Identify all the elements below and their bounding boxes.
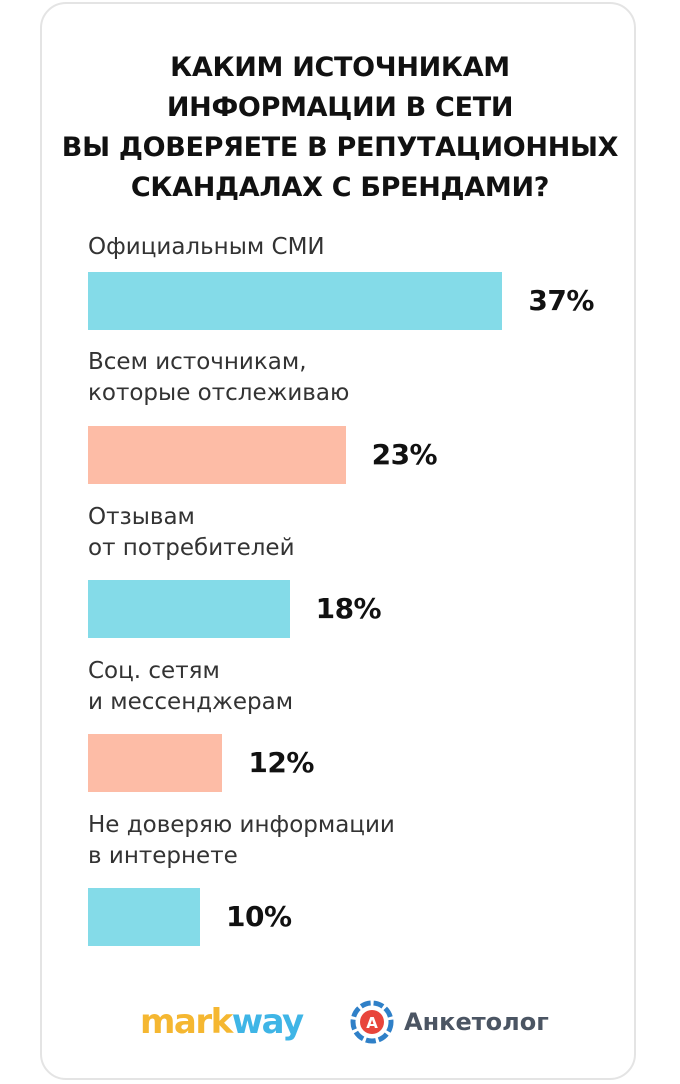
anketolog-icon: А <box>350 1000 394 1044</box>
bar <box>88 426 346 484</box>
bar <box>88 580 290 638</box>
value-label: 10% <box>226 900 292 933</box>
category-label: Не доверяю информации в интернете <box>88 812 395 869</box>
markway-logo: markway <box>140 1002 304 1042</box>
value-label: 23% <box>371 438 438 471</box>
value-label: 37% <box>528 284 594 317</box>
value-label: 12% <box>248 746 314 779</box>
category-label: Всем источникам, которые отслеживаю <box>88 349 350 406</box>
category-label: Отзывам от потребителей <box>88 504 295 561</box>
category-label: Соц. сетям и мессенджерам <box>88 658 294 715</box>
bar <box>88 888 200 946</box>
markway-logo-part2: way <box>231 1002 304 1042</box>
chart-title: КАКИМ ИСТОЧНИКАМ ИНФОРМАЦИИ В СЕТИ ВЫ ДО… <box>61 52 619 203</box>
anketolog-icon-letter: А <box>366 1014 378 1032</box>
value-label: 18% <box>315 592 382 625</box>
anketolog-text: Анкетолог <box>404 1008 549 1036</box>
bar <box>88 734 223 792</box>
markway-logo-part1: mark <box>140 1002 233 1042</box>
category-label: Официальным СМИ <box>88 234 325 260</box>
anketolog-logo: А Анкетолог <box>348 998 549 1046</box>
bar <box>88 272 503 330</box>
